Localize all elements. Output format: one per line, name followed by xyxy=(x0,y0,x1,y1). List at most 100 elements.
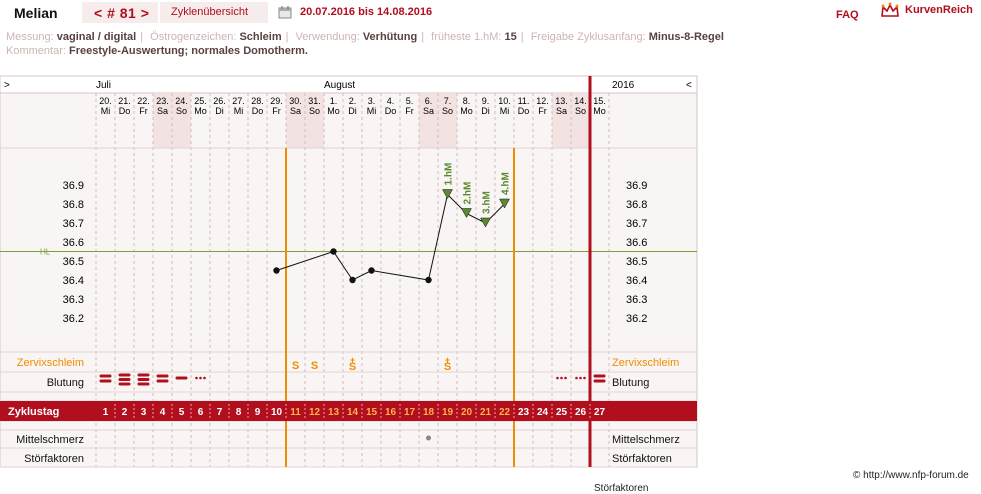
cycle-navigation[interactable]: < # 81 > xyxy=(94,5,150,21)
date-label: 9. xyxy=(482,96,490,106)
spotting-dot xyxy=(560,376,563,380)
zervix-symbol: S xyxy=(444,361,451,373)
y-tick-left: 36.2 xyxy=(63,313,84,325)
high-measurement-marker xyxy=(499,198,510,209)
temperature-point xyxy=(425,276,432,284)
cycle-day-number: 9 xyxy=(255,407,261,418)
y-tick-right: 36.2 xyxy=(626,313,647,325)
mittelschmerz-label-right: Mittelschmerz xyxy=(612,434,680,446)
date-label: 1. xyxy=(330,96,338,106)
zervix-symbol: S xyxy=(292,360,299,372)
date-label: 12. xyxy=(536,96,549,106)
oestrogen-value: Schleim xyxy=(239,31,282,43)
cycle-day-number: 10 xyxy=(271,407,283,418)
y-tick-right: 36.5 xyxy=(626,256,647,268)
hm-value: 15 xyxy=(504,31,517,43)
verwendung-value: Verhütung xyxy=(362,31,418,43)
blutung-label: Blutung xyxy=(47,377,84,389)
cycle-meta: Messung: vaginal / digital | Östrogenzeic… xyxy=(6,30,724,58)
y-tick-left: 36.3 xyxy=(63,294,84,306)
weekday-label: Mi xyxy=(367,106,377,116)
meta-line-1: Messung: vaginal / digital | Östrogenzeic… xyxy=(6,31,724,43)
cycle-day-number: 12 xyxy=(309,407,321,418)
oestrogen-label: Östrogenzeichen: xyxy=(150,31,237,43)
date-label: 23. xyxy=(156,96,169,106)
hm-label: 4.hM xyxy=(501,172,512,195)
cycle-day-number: 27 xyxy=(594,407,606,418)
hm-label: 2.hM xyxy=(463,182,474,205)
weekend-shade xyxy=(552,93,571,148)
date-label: 13. xyxy=(555,96,568,106)
brand-link[interactable]: KurvenReich xyxy=(905,4,973,16)
bleeding-bar xyxy=(156,374,169,378)
y-tick-left: 36.4 xyxy=(63,275,84,287)
date-label: 31. xyxy=(308,96,321,106)
weekday-label: Do xyxy=(252,106,264,116)
messung-label: Messung: xyxy=(6,31,54,43)
weekday-label: Do xyxy=(385,106,397,116)
y-tick-right: 36.7 xyxy=(626,218,647,230)
weekday-label: Mi xyxy=(500,106,510,116)
weekday-label: Di xyxy=(481,106,490,116)
weekend-shade xyxy=(438,93,457,148)
y-tick-left: 36.5 xyxy=(63,256,84,268)
weekday-label: So xyxy=(176,106,187,116)
cycle-day-number: 14 xyxy=(347,407,359,418)
cycle-day-number: 17 xyxy=(404,407,416,418)
stoerfaktoren-label-right: Störfaktoren xyxy=(612,453,672,465)
weekday-label: Fr xyxy=(139,106,148,116)
bleeding-bar xyxy=(593,374,606,378)
cycle-day-number: 3 xyxy=(141,407,147,418)
calendar-icon[interactable] xyxy=(278,5,292,19)
high-measurement-marker xyxy=(461,208,472,219)
tab-cycle-overview[interactable]: Zyklenübersicht xyxy=(171,6,249,18)
weekday-label: Mo xyxy=(327,106,340,116)
copyright: © http://www.nfp-forum.de xyxy=(853,470,969,481)
hm-label: 3.hM xyxy=(482,191,493,214)
hm-label: 1.hM xyxy=(444,163,455,186)
cycle-day-number: 13 xyxy=(328,407,340,418)
spotting-dot xyxy=(195,376,198,380)
spotting-dot xyxy=(556,376,559,380)
y-tick-left: 36.6 xyxy=(63,237,84,249)
bleeding-bar xyxy=(593,379,606,383)
cycle-day-number: 6 xyxy=(198,407,204,418)
zervix-plus: + xyxy=(350,355,355,365)
y-tick-left: 36.9 xyxy=(63,180,84,192)
hm-label: früheste 1.hM: xyxy=(431,31,502,43)
spotting-dot xyxy=(583,376,586,380)
date-label: 4. xyxy=(387,96,395,106)
weekday-label: Mo xyxy=(593,106,606,116)
date-label: 26. xyxy=(213,96,226,106)
weekday-label: Do xyxy=(518,106,530,116)
bleeding-bar xyxy=(118,382,131,386)
weekend-shade xyxy=(571,93,590,148)
faq-link[interactable]: FAQ xyxy=(836,9,859,21)
temperature-point xyxy=(349,276,356,284)
date-label: 27. xyxy=(232,96,245,106)
cycle-day-number: 21 xyxy=(480,407,492,418)
weekday-label: Sa xyxy=(290,106,301,116)
freigabe-label: Freigabe Zyklusanfang: xyxy=(530,31,646,43)
cycle-day-number: 16 xyxy=(385,407,397,418)
verwendung-label: Verwendung: xyxy=(295,31,360,43)
date-label: 3. xyxy=(368,96,376,106)
cycle-day-number: 22 xyxy=(499,407,511,418)
date-label: 15. xyxy=(593,96,606,106)
stoerfaktoren-label: Störfaktoren xyxy=(24,453,84,465)
cycle-day-number: 19 xyxy=(442,407,454,418)
spotting-dot xyxy=(564,376,567,380)
weekday-label: So xyxy=(575,106,586,116)
nav-left-arrow: > xyxy=(4,80,10,91)
bleeding-bar xyxy=(137,378,150,381)
crown-logo-icon[interactable] xyxy=(880,2,900,20)
date-label: 6. xyxy=(425,96,433,106)
bleeding-bar xyxy=(99,374,112,378)
tab-box xyxy=(160,2,268,23)
bleeding-bar xyxy=(118,373,131,377)
meta-line-2: Kommentar: Freestyle-Auswertung; normale… xyxy=(6,44,724,58)
cycle-day-number: 26 xyxy=(575,407,587,418)
weekday-label: Fr xyxy=(538,106,547,116)
weekend-shade xyxy=(419,93,438,148)
date-label: 10. xyxy=(498,96,511,106)
